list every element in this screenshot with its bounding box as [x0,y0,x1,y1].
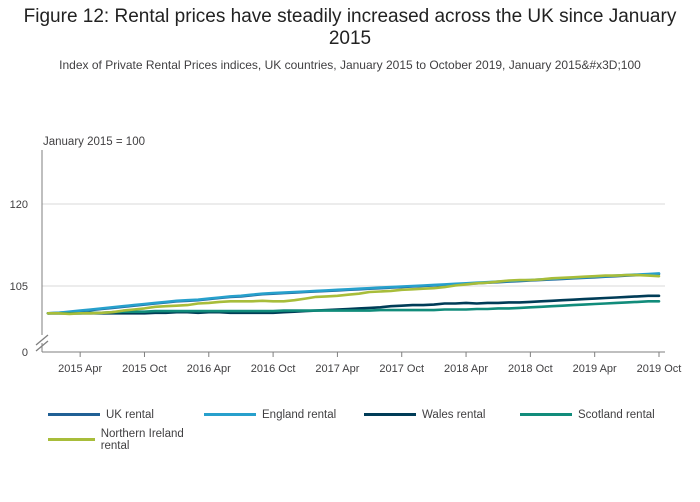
legend-swatch [364,413,416,416]
x-tick-label: 2015 Apr [58,363,102,375]
legend-label: England rental [262,408,337,421]
x-tick-label: 2017 Apr [315,363,359,375]
series-line-northern-ireland-rental [46,273,661,316]
chart-subtitle: Index of Private Rental Prices indices, … [59,58,641,72]
y-axis-label: January 2015 = 100 [43,136,145,148]
axis-break-mark [35,334,49,346]
y-tick-label: 105 [10,281,28,293]
legend-item[interactable]: Wales rental [364,405,520,424]
y-tick-label: 120 [10,199,28,211]
x-tick-label: 2017 Oct [379,363,424,375]
x-tick-label: 2016 Apr [187,363,231,375]
chart-legend: UK rental England rental Wales rental Scotl… [48,405,688,452]
x-tick-label: 2016 Oct [251,363,296,375]
legend-label: UK rental [106,408,154,421]
series-line-wales-rental [46,294,661,315]
legend-label: Scotland rental [578,408,655,421]
legend-swatch [520,413,572,416]
legend-item[interactable]: England rental [204,405,364,424]
x-tick-label: 2019 Apr [573,363,617,375]
x-tick-label: 2019 Oct [637,363,682,375]
x-tick-label: 2015 Oct [122,363,167,375]
legend-swatch [48,413,100,416]
line-chart: 0 105 120 2015 Apr 2015 Oct 2016 Apr 2016 Oct 2… [10,150,682,375]
chart-title: Figure 12: Rental prices have steadily i… [23,6,677,49]
legend-label: Wales rental [422,408,486,421]
series-line-scotland-rental [46,299,661,315]
legend-swatch [48,438,95,441]
legend-item[interactable]: UK rental [48,405,204,424]
legend-item[interactable]: Northern Ireland rental [48,427,204,452]
x-tick-label: 2018 Oct [508,363,553,375]
axis-break-mark [35,340,49,352]
legend-label: Northern Ireland rental [100,427,184,452]
legend-swatch [204,413,256,416]
x-tick-label: 2018 Apr [444,363,488,375]
y-tick-label: 0 [22,347,28,359]
legend-item[interactable]: Scotland rental [520,405,670,424]
